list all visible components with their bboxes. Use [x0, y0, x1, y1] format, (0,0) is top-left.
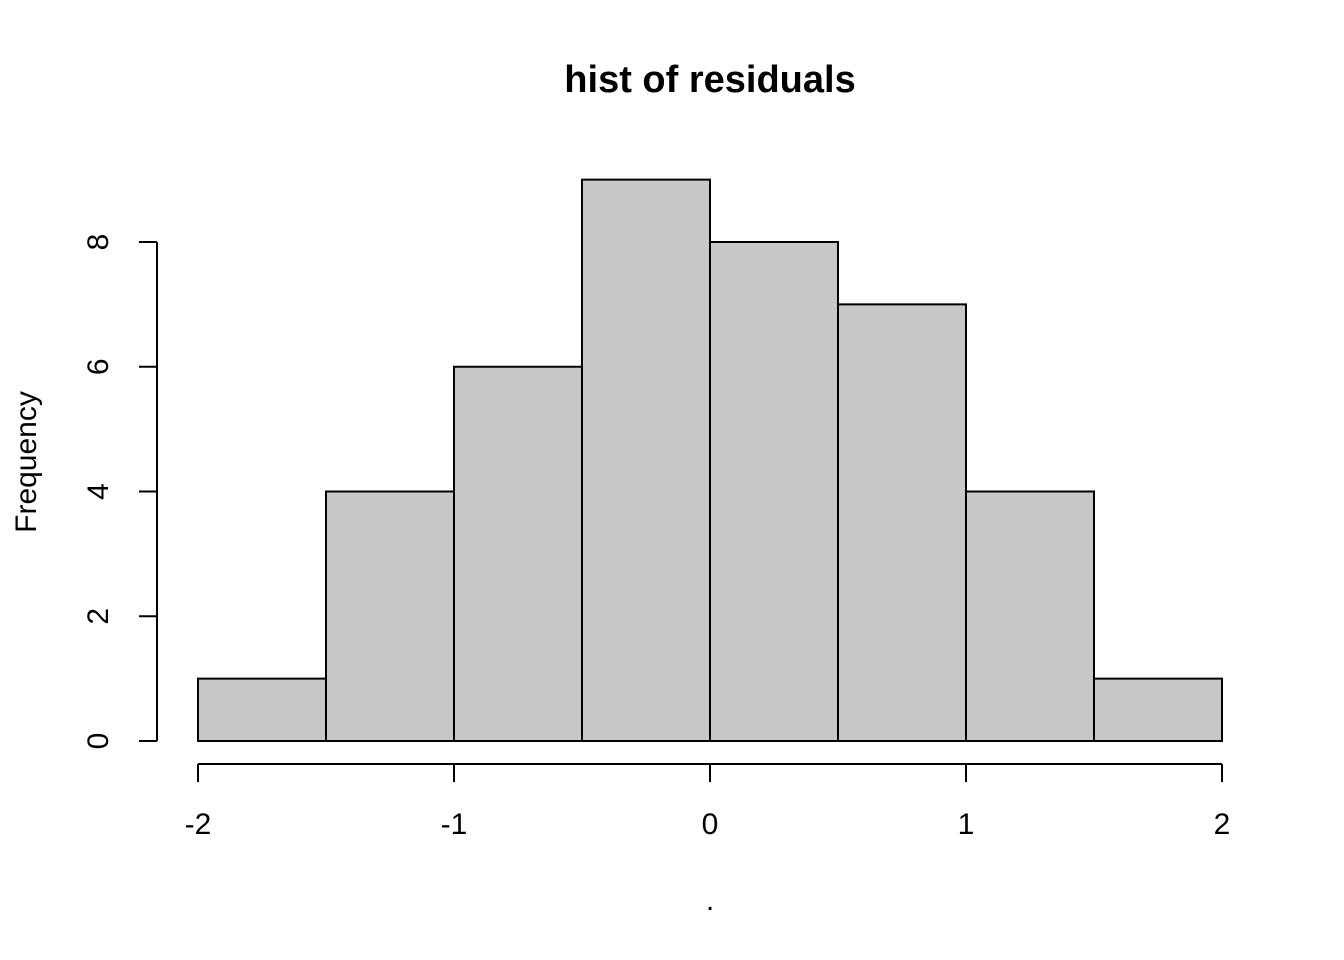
x-tick-label-0: -2	[185, 808, 212, 841]
x-tick-label-4: 2	[1214, 808, 1231, 841]
y-tick-label-4: 8	[82, 234, 115, 251]
histogram-bar-4	[709, 241, 839, 742]
bars-group	[197, 178, 1223, 742]
y-tick-label-0: 0	[82, 733, 115, 750]
histogram-bar-5	[837, 303, 967, 742]
x-tick-label-3: 1	[958, 808, 975, 841]
y-tick-label-2: 4	[82, 483, 115, 500]
histogram-bar-2	[453, 365, 583, 742]
histogram-bar-0	[197, 677, 327, 742]
y-axis-label: Frequency	[10, 391, 43, 533]
histogram-bar-7	[1093, 677, 1223, 742]
y-tick-label-3: 6	[82, 358, 115, 375]
x-axis-label: .	[706, 884, 714, 917]
y-tick-label-1: 2	[82, 608, 115, 625]
histogram-bar-6	[965, 490, 1095, 742]
y-axis: 0 2 4 6 8	[82, 234, 158, 750]
histogram-bar-1	[325, 490, 455, 742]
x-axis: -2 -1 0 1 2	[185, 763, 1231, 841]
x-tick-label-1: -1	[441, 808, 468, 841]
x-tick-label-2: 0	[702, 808, 719, 841]
chart-title: hist of residuals	[564, 59, 855, 101]
histogram-bar-3	[581, 178, 711, 742]
